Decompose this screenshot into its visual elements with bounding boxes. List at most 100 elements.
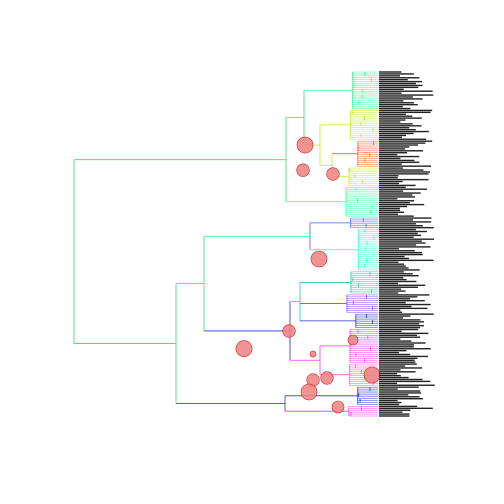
node-marker [320,371,334,385]
tip-label [379,378,423,381]
tip-label [379,359,415,361]
tip-label [379,111,431,114]
tip-label [379,163,402,165]
tip-label [379,248,399,250]
tip-label [379,328,419,331]
tip-label [379,196,416,198]
tip-label [379,319,421,321]
tip-label [379,365,406,367]
tip-label [379,299,425,302]
tip-label [379,115,413,117]
tip-label [379,184,416,187]
tip-label [379,301,406,304]
tip-label [379,77,420,79]
tip-branches [345,71,378,417]
tip-label [379,132,414,135]
tip-label [379,228,416,231]
tip-label [379,298,411,300]
tip-label [379,225,423,227]
node-marker [309,350,317,358]
tip-label [379,73,414,75]
tip-label [379,144,419,146]
tip-label [379,290,406,292]
tip-label [379,140,433,142]
tip-label [379,313,434,315]
tip-label [379,205,408,208]
tip-label [379,369,401,371]
tip-label [379,103,418,106]
tip-label [379,344,415,346]
tip-label [379,373,398,375]
node-markers [235,136,381,414]
tip-label [379,265,406,267]
node-marker [331,400,345,414]
tip-label [379,367,423,369]
tip-label [379,263,404,265]
tip-label [379,273,413,275]
tip-label [379,238,434,240]
tip-label [379,155,420,158]
tip-label [379,159,415,162]
tip-label [379,146,410,148]
tip-label [379,292,399,294]
tip-label [379,215,414,217]
tip-label [379,275,419,277]
tip-label [379,317,404,319]
tip-label [379,307,428,310]
node-marker [347,334,359,346]
tip-label [379,92,402,94]
tip-label [379,280,417,283]
tip-label [379,125,422,127]
tip-label [379,376,409,379]
tip-label [379,278,407,281]
tip-label [379,121,401,123]
tip-label [379,194,413,196]
tip-label [379,161,420,164]
tip-label [379,203,425,206]
tip-label [379,357,418,360]
tip-label [379,363,417,365]
node-marker [300,383,318,401]
tip-label [379,186,406,189]
tip-label [379,330,402,333]
tip-label [379,361,416,363]
tip-label [379,349,407,352]
tip-label [379,353,411,356]
node-marker [235,340,253,357]
tip-label [379,321,424,323]
tip-label [379,96,413,98]
tip-label [379,323,420,325]
tip-label [379,355,428,358]
tip-label [379,188,428,190]
tip-label [379,415,410,417]
tip-label [379,198,398,200]
tip-label [379,100,404,102]
tip-label [379,288,401,290]
tip-label [379,165,432,167]
tip-label [379,232,418,235]
tip-label [379,176,398,179]
tip-label [379,326,421,329]
tip-label [379,394,409,396]
tip-label [379,150,424,152]
tip-label [379,190,404,192]
node-marker [296,136,314,154]
tip-label [379,409,411,411]
tip-label [379,250,415,252]
tip-label [379,211,405,213]
tip-label [379,180,403,183]
tip-label [379,78,408,81]
tip-label [379,284,426,287]
tip-label [379,405,418,408]
tip-label [379,286,419,288]
tip-label [379,334,418,336]
tip-label [379,213,399,215]
tip-label [379,200,415,202]
tip-label [379,240,422,242]
tip-label [379,392,421,394]
tip-label [379,386,419,388]
tip-label [379,411,403,413]
tip-label [379,282,399,285]
tip-label [379,71,402,73]
